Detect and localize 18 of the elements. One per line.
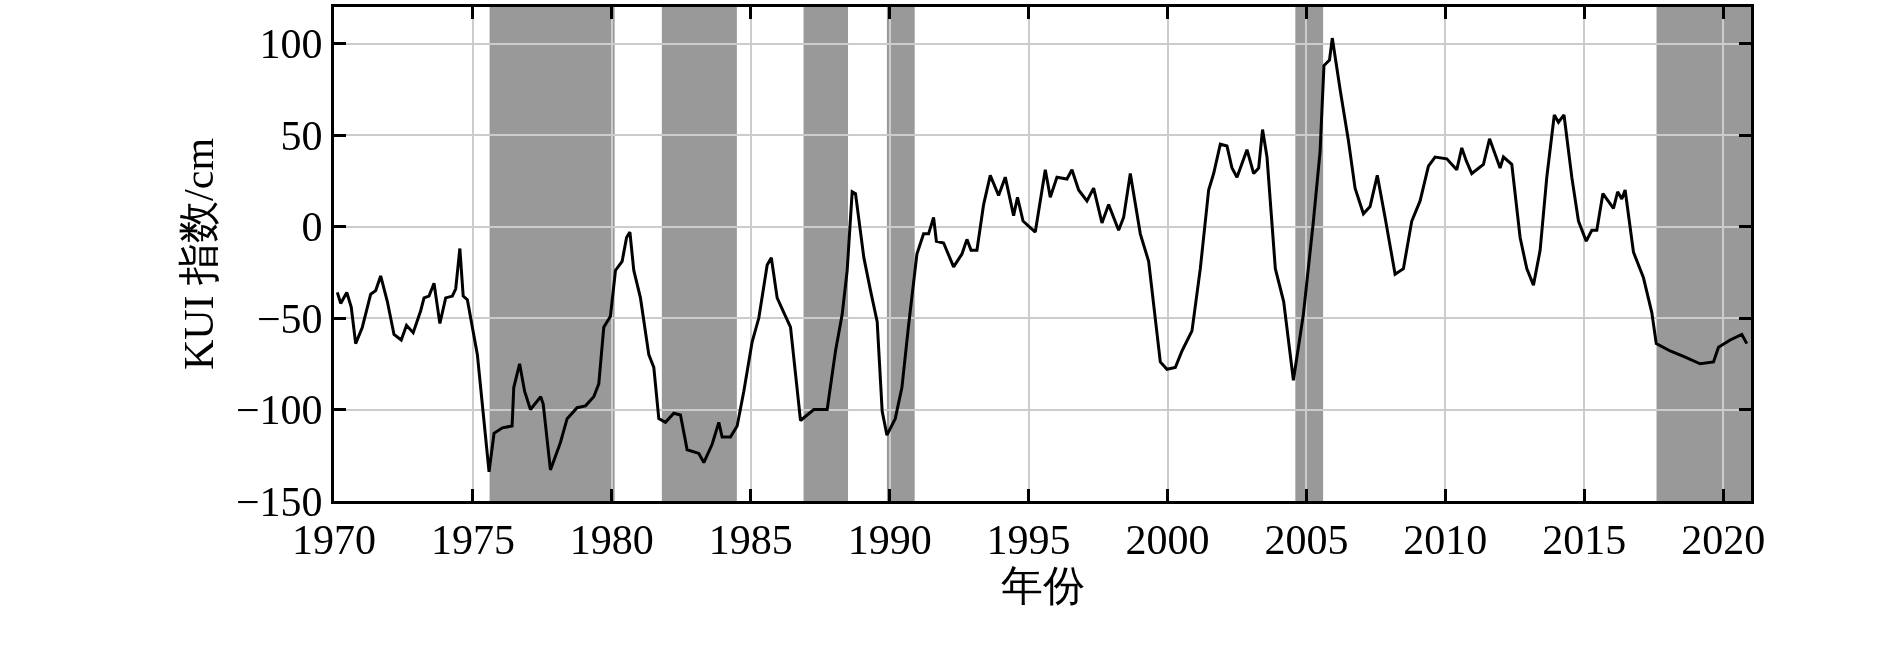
x-tick-label: 1985: [708, 517, 793, 564]
x-tick-label: 2020: [1681, 517, 1766, 564]
x-tick-label: 2015: [1542, 517, 1627, 564]
x-tick-label: 1975: [430, 517, 515, 564]
x-tick-label: 2010: [1403, 517, 1488, 564]
x-tick-label: 2005: [1264, 517, 1349, 564]
x-axis-title: 年份: [1000, 563, 1085, 610]
y-tick-label: 100: [259, 21, 323, 68]
x-tick-label: 1980: [569, 517, 654, 564]
y-axis-title: KUI 指数/cm: [175, 137, 222, 371]
x-tick-label: 1995: [986, 517, 1071, 564]
y-tick-label: −50: [256, 295, 323, 342]
line-series: [335, 36, 1749, 474]
x-tick-label: 1990: [847, 517, 932, 564]
x-tick-label: 2000: [1125, 517, 1210, 564]
y-tick-label: 0: [301, 204, 323, 251]
y-tick-label: 50: [280, 112, 323, 159]
y-tick-label: −100: [235, 387, 323, 434]
